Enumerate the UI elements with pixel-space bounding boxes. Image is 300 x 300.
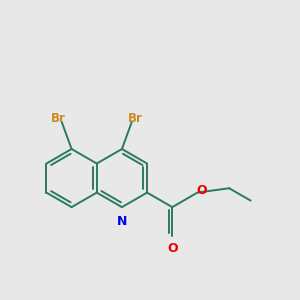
- Text: O: O: [167, 242, 178, 255]
- Text: N: N: [117, 215, 127, 228]
- Text: O: O: [196, 184, 207, 197]
- Text: Br: Br: [128, 112, 142, 125]
- Text: Br: Br: [51, 112, 66, 125]
